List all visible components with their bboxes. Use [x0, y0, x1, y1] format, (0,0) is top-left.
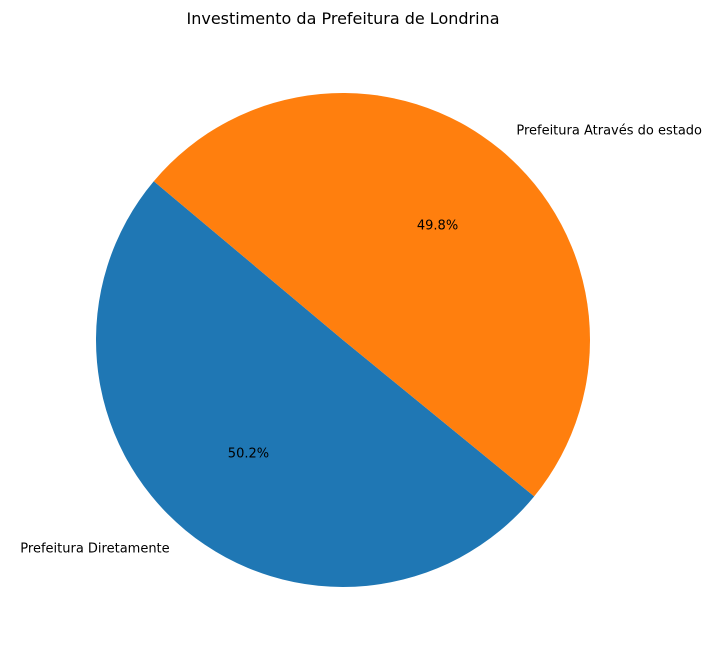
pie-slice-2-percent: 49.8%	[417, 218, 458, 233]
chart-title: Investimento da Prefeitura de Londrina	[186, 9, 499, 28]
pie-slice-1-label: Prefeitura Diretamente	[20, 542, 169, 557]
pie-slice-1-percent: 50.2%	[228, 447, 269, 462]
pie-labels: 50.2% Prefeitura Diretamente 49.8% Prefeitu…	[20, 123, 702, 556]
pie-slice-1	[96, 181, 535, 587]
pie-slice-2	[153, 92, 591, 497]
pie-slices	[96, 92, 591, 587]
pie-slice-2-label: Prefeitura Através do estado	[516, 123, 702, 138]
